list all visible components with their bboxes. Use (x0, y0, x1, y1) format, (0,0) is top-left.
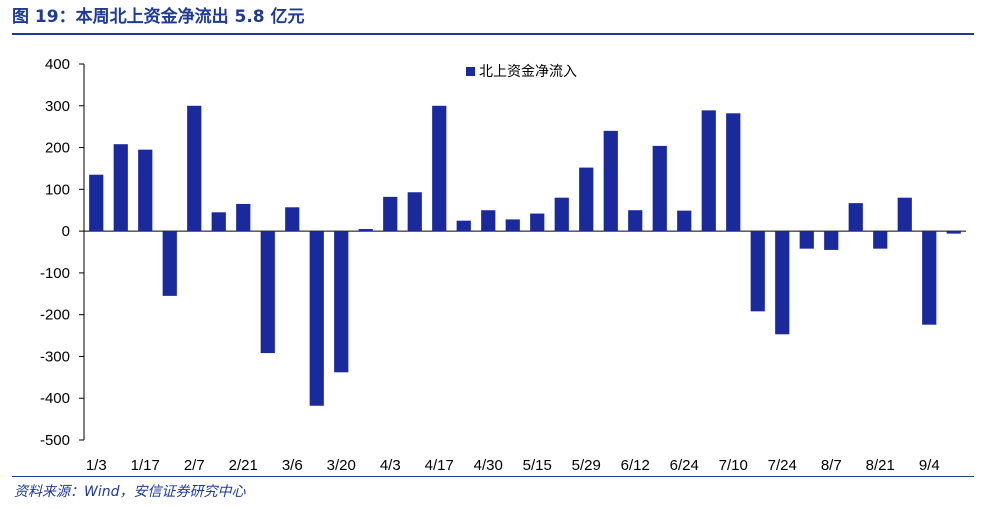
legend-label: 北上资金净流入 (479, 64, 577, 80)
x-tick-label: 8/7 (821, 457, 842, 474)
x-tick-label: 1/17 (131, 457, 160, 474)
x-tick-label: 6/12 (621, 457, 650, 474)
x-tick-label: 7/24 (768, 457, 797, 474)
y-tick-label: -500 (40, 432, 70, 449)
x-tick-label: 3/6 (282, 457, 303, 474)
bar (799, 231, 814, 249)
y-tick-label: 200 (45, 140, 70, 157)
bar (628, 210, 643, 232)
bar (530, 213, 545, 232)
bar (922, 231, 937, 325)
x-tick-label: 4/17 (425, 457, 454, 474)
x-tick-label: 6/24 (670, 457, 699, 474)
bar (677, 210, 692, 232)
bar (726, 113, 741, 232)
bar (162, 231, 177, 296)
bar (383, 196, 398, 232)
bar (824, 231, 839, 250)
bar (432, 105, 447, 232)
chart-legend: 北上资金净流入 (466, 64, 577, 80)
x-tick-label: 8/21 (866, 457, 895, 474)
y-tick-label: 300 (45, 98, 70, 115)
bar (603, 130, 618, 232)
bar (260, 231, 275, 354)
bar (848, 203, 863, 232)
bar-series (89, 105, 961, 406)
footer-rule (12, 476, 974, 477)
bar (456, 220, 471, 232)
y-tick-label: 0 (62, 223, 70, 240)
x-tick-label: 9/4 (919, 457, 940, 474)
x-tick-label: 2/21 (229, 457, 258, 474)
bar (236, 203, 251, 232)
bar (873, 231, 888, 249)
bar (89, 174, 104, 232)
x-tick-label: 5/29 (572, 457, 601, 474)
y-tick-label: -200 (40, 307, 70, 324)
bar-chart: 400 300 200 100 0 -100 -200 -300 -400 -500 1/3 1/17… (40, 56, 966, 474)
y-tick-label: -100 (40, 265, 70, 282)
bar (309, 231, 324, 406)
x-tick-label: 1/3 (86, 457, 107, 474)
bar (579, 167, 594, 232)
bar (285, 207, 300, 232)
bar (750, 231, 765, 312)
bar (505, 219, 520, 232)
x-tick-label: 5/15 (523, 457, 552, 474)
bar (701, 110, 716, 232)
bar (138, 149, 153, 232)
bar (407, 192, 422, 232)
title-rule (12, 33, 974, 35)
x-tick-label: 7/10 (719, 457, 748, 474)
chart-title: 图 19：本周北上资金净流出 5.8 亿元 (12, 7, 305, 27)
bar (775, 231, 790, 335)
x-tick-label: 2/7 (184, 457, 205, 474)
x-tick-label: 3/20 (327, 457, 356, 474)
bar (113, 144, 128, 232)
x-tick-label: 4/3 (380, 457, 401, 474)
bar (652, 145, 667, 232)
bar (187, 105, 202, 232)
bar (946, 231, 961, 234)
x-tick-label: 4/30 (474, 457, 503, 474)
legend-swatch (466, 67, 475, 76)
source-note: 资料来源：Wind，安信证券研究中心 (14, 484, 246, 500)
y-tick-label: -300 (40, 348, 70, 365)
bar (358, 229, 373, 232)
bar (334, 231, 349, 373)
bar (897, 197, 912, 232)
bar (554, 197, 569, 232)
bar (481, 210, 496, 232)
chart-axes: 400 300 200 100 0 -100 -200 -300 -400 -500 1/3 1/17… (40, 56, 966, 474)
bar (211, 212, 226, 232)
y-tick-label: 100 (45, 181, 70, 198)
y-tick-label: -400 (40, 390, 70, 407)
y-tick-label: 400 (45, 56, 70, 73)
